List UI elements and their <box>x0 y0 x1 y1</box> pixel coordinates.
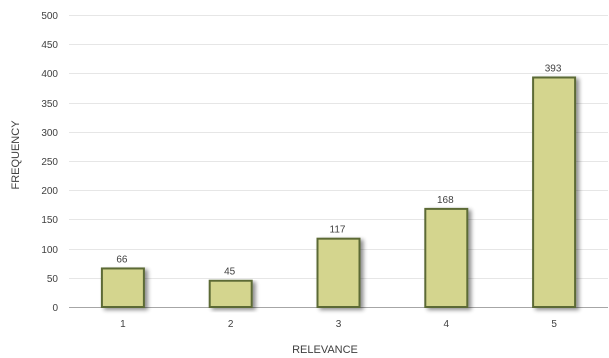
y-tick-label: 300 <box>41 128 58 139</box>
labels: 0501001502002503003504004505006614521173… <box>41 11 562 330</box>
y-tick-label: 350 <box>41 99 58 110</box>
x-tick-label: 2 <box>228 319 234 330</box>
y-tick-label: 150 <box>41 215 58 226</box>
y-tick-label: 250 <box>41 157 58 168</box>
y-tick-label: 450 <box>41 40 58 51</box>
bar <box>316 237 361 308</box>
y-tick-label: 100 <box>41 245 58 256</box>
bar <box>532 76 577 308</box>
x-tick-label: 3 <box>336 319 342 330</box>
data-label: 66 <box>116 254 128 265</box>
y-tick-label: 50 <box>47 274 59 285</box>
gridlines <box>69 15 608 279</box>
x-tick-label: 5 <box>551 319 557 330</box>
bar <box>208 279 253 309</box>
x-tick-label: 1 <box>120 319 126 330</box>
y-axis-label: FREQUENCY <box>10 120 22 190</box>
bar <box>424 207 469 308</box>
x-axis-label: RELEVANCE <box>292 344 358 356</box>
y-tick-label: 0 <box>52 303 58 314</box>
data-label: 117 <box>330 225 346 236</box>
x-tick-label: 4 <box>444 319 450 330</box>
data-label: 45 <box>224 267 236 278</box>
data-label: 393 <box>545 63 562 74</box>
y-tick-label: 400 <box>41 69 58 80</box>
bars <box>100 76 577 309</box>
y-tick-label: 500 <box>41 11 58 22</box>
data-label: 168 <box>437 195 454 206</box>
y-tick-label: 200 <box>41 186 58 197</box>
bar <box>100 267 145 308</box>
